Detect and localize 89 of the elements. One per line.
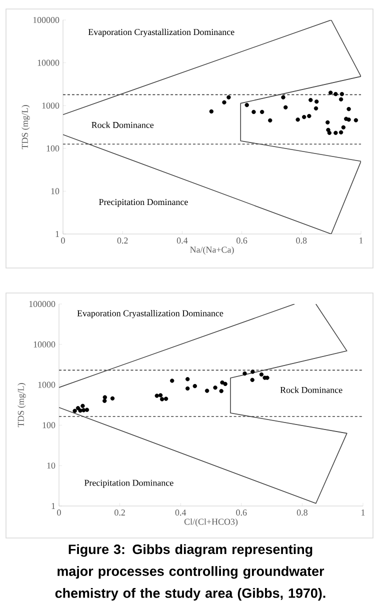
point: [222, 100, 226, 104]
x-tick-label: 0: [57, 510, 61, 516]
x-tick-label: 0.2: [114, 510, 125, 516]
point: [346, 118, 351, 122]
point: [154, 394, 159, 398]
annotation: Evaporation Cryastallization Dominance: [77, 310, 224, 318]
point: [84, 408, 90, 412]
x-tick-label: 1: [362, 510, 365, 516]
x-tick-label: 0.6: [236, 510, 247, 516]
point: [281, 95, 286, 100]
y-tick-label: 10: [51, 188, 60, 194]
point: [72, 408, 77, 413]
point: [102, 395, 108, 400]
x-tick-label: 0.4: [175, 510, 186, 516]
point: [314, 106, 318, 110]
x-tick-label: 0.2: [117, 238, 128, 244]
point: [308, 98, 313, 102]
point: [102, 398, 107, 403]
point: [302, 114, 306, 120]
annotation: Evaporation Cryastallization Dominance: [88, 28, 234, 37]
point: [250, 370, 255, 374]
point: [314, 99, 319, 104]
point: [268, 118, 272, 123]
point: [244, 102, 249, 108]
point: [334, 92, 338, 96]
point: [204, 388, 210, 393]
point: [296, 118, 300, 122]
point: [209, 109, 214, 114]
point: [220, 380, 224, 385]
y-axis-title: TDS (mg/L): [22, 105, 30, 150]
point: [354, 118, 358, 122]
y-tick-label: 10000: [34, 341, 56, 348]
y-tick-label: 100000: [33, 16, 60, 24]
point: [78, 408, 82, 413]
point: [110, 396, 115, 401]
y-tick-label: 100000: [29, 300, 56, 308]
point: [260, 110, 264, 114]
point: [328, 90, 333, 95]
point: [334, 130, 338, 136]
annotation: Precipitation Dominance: [99, 199, 188, 207]
x-tick-label: 0.8: [296, 238, 307, 244]
x-tick-label: 1: [360, 238, 363, 244]
point: [170, 378, 174, 383]
point: [242, 371, 247, 376]
y-tick-label: 1: [52, 503, 55, 509]
y-tick-label: 100: [46, 145, 60, 152]
y-tick-label: 10: [47, 462, 56, 469]
x-tick-label: 0: [61, 238, 65, 244]
point: [160, 397, 164, 402]
y-tick-label: 100: [42, 422, 56, 428]
y-axis-title: TDS (mg/L): [18, 383, 26, 428]
point: [338, 97, 344, 102]
point: [327, 130, 332, 136]
x-axis-title: Cl/(Cl+HCO3): [184, 518, 238, 527]
point: [341, 125, 346, 130]
point: [265, 376, 270, 380]
point: [346, 106, 351, 112]
annotation: Precipitation Dominance: [84, 480, 174, 488]
point: [80, 404, 85, 408]
point: [338, 130, 344, 134]
x-axis-title: Na/(Na+Ca): [190, 246, 234, 255]
point: [158, 393, 163, 398]
point: [185, 377, 190, 382]
point: [185, 386, 190, 391]
point: [252, 110, 256, 114]
point: [259, 372, 264, 377]
point: [213, 386, 218, 390]
annotation: Rock Dominance: [92, 122, 154, 128]
x-tick-label: 0.6: [236, 238, 248, 244]
y-tick-label: 1: [56, 231, 59, 237]
x-tick-label: 0.4: [176, 238, 188, 244]
line-series: [63, 20, 362, 234]
y-tick-label: 1000: [42, 102, 60, 109]
y-tick-label: 10000: [38, 60, 60, 66]
point: [223, 382, 228, 386]
point: [284, 105, 288, 110]
x-tick-label: 0.8: [296, 510, 308, 516]
annotation: Rock Dominance: [280, 386, 342, 394]
point: [326, 120, 330, 124]
point: [164, 396, 168, 401]
point: [307, 114, 312, 118]
caption: Figure 3: Gibbs diagram representing major processes controlling groundwater chemistry of the study area (Gibbs, 1970).: [55, 544, 326, 601]
point: [82, 408, 86, 412]
y-tick-label: 1000: [38, 382, 56, 388]
point: [340, 92, 344, 96]
point: [226, 95, 231, 100]
point: [192, 384, 197, 388]
point: [250, 378, 254, 382]
point: [219, 388, 224, 394]
